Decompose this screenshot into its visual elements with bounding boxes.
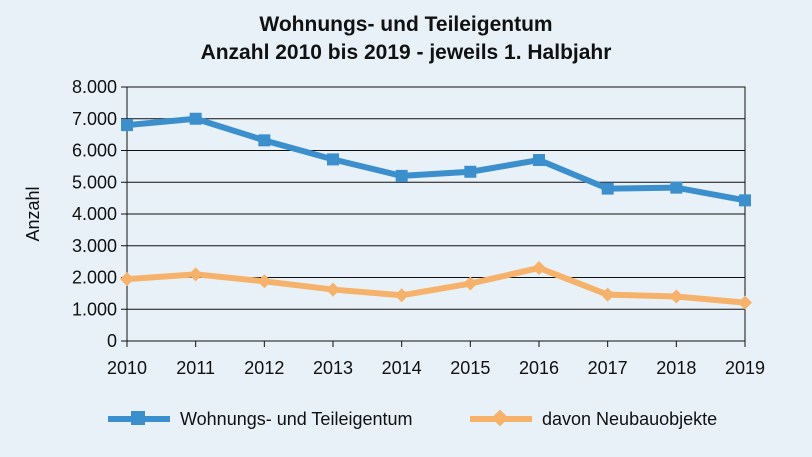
legend-label-series-1: Wohnungs- und Teileigentum — [180, 408, 413, 429]
y-tick-label-7: 7.000 — [72, 109, 117, 129]
series-2-point-3 — [326, 282, 340, 297]
y-tick-label-4: 4.000 — [72, 204, 117, 224]
x-tick-label-4: 2014 — [382, 358, 422, 378]
series-1-point-7 — [601, 182, 614, 195]
series-1-point-0 — [121, 119, 133, 132]
y-tick-label-1: 1.000 — [72, 299, 117, 319]
series-1-point-4 — [395, 169, 408, 182]
series-1-point-2 — [258, 134, 271, 147]
series-2-point-2 — [257, 274, 272, 289]
chart-subtitle: Anzahl 2010 bis 2019 - jeweils 1. Halbja… — [200, 41, 612, 64]
legend-swatch-series-1 — [108, 404, 170, 434]
y-tick-label-8: 8.000 — [72, 77, 117, 97]
y-tick-label-6: 6.000 — [72, 141, 117, 161]
x-tick-label-9: 2019 — [725, 358, 765, 378]
x-tick-label-1: 2011 — [176, 358, 215, 378]
x-tick-label-0: 2010 — [107, 358, 147, 378]
x-tick-label-6: 2016 — [519, 358, 559, 378]
series-1-point-3 — [327, 153, 339, 166]
x-tick-label-5: 2015 — [450, 358, 490, 378]
y-tick-label-3: 3.000 — [72, 236, 117, 256]
series-2-point-8 — [669, 289, 684, 304]
series-line-1 — [124, 115, 748, 204]
legend: Wohnungs- und Teileigentum davon Neubauo… — [0, 404, 812, 434]
plot-frame — [126, 86, 746, 342]
series-2-point-7 — [600, 287, 615, 302]
x-tick-label-8: 2018 — [656, 358, 696, 378]
legend-item-series-2: davon Neubauobjekte — [470, 404, 717, 434]
y-tick-label-5: 5.000 — [72, 172, 117, 192]
line-chart: 0 1.000 2.000 3.000 4.000 5.000 6.000 7.000 8.00… — [23, 77, 765, 378]
series-2-point-1 — [188, 267, 203, 282]
series-1-point-1 — [189, 112, 202, 125]
legend-label-series-2: davon Neubauobjekte — [542, 408, 718, 429]
series-2-point-5 — [463, 276, 478, 291]
y-axis-label: Anzahl — [23, 186, 43, 241]
series-line-2 — [124, 264, 748, 306]
series-2-point-0 — [120, 272, 134, 287]
x-tick-label-2: 2012 — [244, 358, 284, 378]
y-tick-label-0: 0 — [107, 331, 117, 351]
y-tick-label-2: 2.000 — [72, 268, 117, 288]
x-tick-label-3: 2013 — [313, 358, 353, 378]
legend-swatch-series-2 — [470, 404, 532, 434]
x-tick-label-7: 2017 — [588, 358, 628, 378]
legend-item-series-1: Wohnungs- und Teileigentum — [108, 404, 413, 434]
series-1-point-9 — [739, 194, 751, 207]
series-1-point-5 — [464, 165, 477, 178]
series-1-point-6 — [533, 154, 545, 167]
series-2-point-4 — [394, 288, 409, 303]
series-2-point-6 — [532, 260, 546, 275]
series-2-point-9 — [738, 295, 752, 310]
chart-title: Wohnungs- und Teileigentum — [259, 13, 553, 36]
series-1-point-8 — [670, 181, 683, 194]
